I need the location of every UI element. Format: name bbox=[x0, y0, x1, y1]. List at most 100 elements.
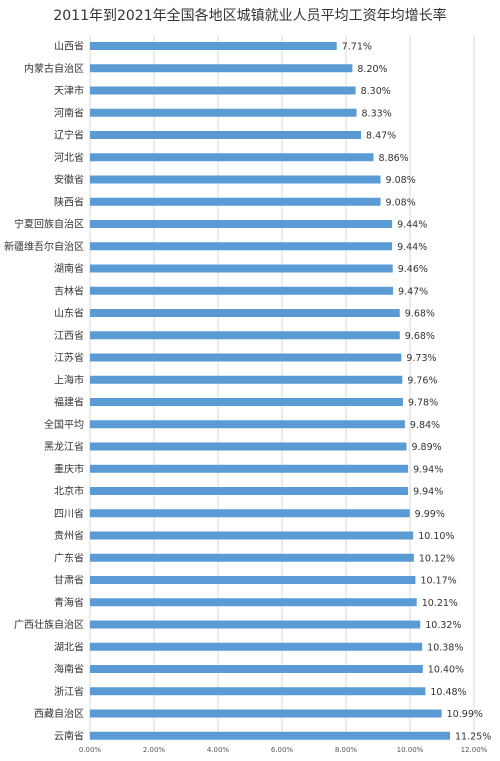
x-axis-ticks: 0.00% 2.00% 4.00% 6.00% 8.00% 10.00% 12.00% bbox=[79, 746, 488, 754]
category-label: 浙江省 bbox=[54, 685, 84, 698]
value-label: 9.76% bbox=[407, 375, 437, 386]
bar bbox=[90, 353, 402, 362]
value-label: 9.68% bbox=[405, 309, 435, 320]
value-label: 8.33% bbox=[362, 108, 392, 119]
category-label: 云南省 bbox=[54, 729, 84, 742]
value-label: 11.25% bbox=[455, 731, 491, 742]
value-label: 10.48% bbox=[430, 687, 466, 698]
value-label: 9.89% bbox=[411, 442, 441, 453]
bar bbox=[90, 642, 423, 651]
bar bbox=[90, 64, 353, 73]
bar bbox=[90, 375, 403, 384]
bar bbox=[90, 309, 400, 317]
category-label: 山东省 bbox=[54, 307, 84, 320]
category-label: 广东省 bbox=[54, 551, 84, 564]
category-label: 河北省 bbox=[54, 151, 84, 164]
category-label: 内蒙古自治区 bbox=[24, 62, 84, 75]
bar bbox=[90, 264, 393, 273]
category-label: 山西省 bbox=[54, 40, 84, 53]
value-label: 9.99% bbox=[415, 509, 445, 520]
bar bbox=[90, 509, 410, 518]
category-labels: 山西省内蒙古自治区天津市河南省辽宁省河北省安徽省陕西省宁夏回族自治区新疆维吾尔自… bbox=[4, 40, 84, 743]
bar bbox=[90, 331, 400, 340]
value-label: 9.84% bbox=[410, 420, 440, 431]
category-label: 天津市 bbox=[54, 84, 84, 97]
category-label: 新疆维吾尔自治区 bbox=[4, 240, 84, 253]
value-label: 8.30% bbox=[361, 86, 391, 97]
bar bbox=[90, 131, 362, 139]
value-label: 10.99% bbox=[447, 709, 483, 720]
bar bbox=[90, 42, 337, 50]
value-label: 10.12% bbox=[419, 553, 455, 564]
value-label: 8.47% bbox=[366, 131, 396, 142]
value-label: 10.10% bbox=[418, 531, 454, 542]
bar bbox=[90, 709, 442, 718]
value-label: 10.17% bbox=[420, 576, 456, 587]
bar bbox=[90, 464, 409, 473]
bar bbox=[90, 687, 426, 696]
bar bbox=[90, 620, 421, 629]
value-label: 9.47% bbox=[398, 286, 428, 297]
value-label: 7.71% bbox=[342, 42, 372, 53]
value-label: 9.78% bbox=[408, 398, 438, 409]
bar bbox=[90, 487, 409, 495]
chart-title: 2011年到2021年全国各地区城镇就业人员平均工资年均增长率 bbox=[53, 7, 446, 24]
category-label: 海南省 bbox=[54, 663, 84, 676]
value-label: 10.38% bbox=[427, 642, 463, 653]
category-label: 江苏省 bbox=[54, 351, 84, 364]
category-label: 辽宁省 bbox=[54, 129, 84, 142]
category-label: 重庆市 bbox=[54, 462, 84, 475]
x-tick-label: 10.00% bbox=[397, 746, 424, 754]
category-label: 河南省 bbox=[54, 106, 84, 119]
value-label: 9.46% bbox=[398, 264, 428, 275]
category-label: 北京市 bbox=[54, 485, 84, 498]
bar bbox=[90, 420, 405, 429]
value-label: 9.44% bbox=[397, 242, 427, 253]
x-tick-label: 2.00% bbox=[143, 746, 166, 754]
bar bbox=[90, 731, 450, 740]
category-label: 贵州省 bbox=[54, 529, 84, 542]
category-label: 全国平均 bbox=[44, 418, 84, 431]
bar bbox=[90, 86, 356, 95]
value-label: 10.40% bbox=[428, 665, 464, 676]
value-label: 9.08% bbox=[386, 197, 416, 208]
bar bbox=[90, 665, 423, 673]
bar bbox=[90, 175, 381, 184]
category-label: 江西省 bbox=[54, 329, 84, 342]
bar bbox=[90, 153, 374, 162]
value-labels: 7.71% 8.20% 8.30% 8.33% 8.47% 8.86% 9.08% 9.08%… bbox=[342, 42, 492, 743]
bar bbox=[90, 576, 416, 584]
category-label: 陕西省 bbox=[54, 195, 84, 208]
category-label: 安徽省 bbox=[54, 173, 84, 186]
bar bbox=[90, 598, 417, 607]
value-label: 9.94% bbox=[413, 487, 443, 498]
category-label: 四川省 bbox=[54, 507, 84, 520]
value-label: 9.44% bbox=[397, 220, 427, 231]
x-tick-label: 6.00% bbox=[271, 746, 294, 754]
category-label: 湖南省 bbox=[54, 262, 84, 275]
category-label: 广西壮族自治区 bbox=[14, 618, 84, 631]
value-label: 10.32% bbox=[425, 620, 461, 631]
bar bbox=[90, 531, 414, 540]
bars bbox=[90, 42, 450, 740]
x-tick-label: 0.00% bbox=[79, 746, 102, 754]
x-tick-label: 12.00% bbox=[461, 746, 488, 754]
value-label: 9.68% bbox=[405, 331, 435, 342]
bar bbox=[90, 220, 393, 228]
category-label: 西藏自治区 bbox=[34, 707, 84, 720]
category-label: 黑龙江省 bbox=[44, 440, 84, 453]
category-label: 青海省 bbox=[54, 596, 84, 609]
value-label: 9.73% bbox=[406, 353, 436, 364]
bar bbox=[90, 553, 414, 562]
bar bbox=[90, 442, 407, 451]
value-label: 8.20% bbox=[357, 64, 387, 75]
x-tick-label: 4.00% bbox=[207, 746, 230, 754]
value-label: 9.94% bbox=[413, 464, 443, 475]
category-label: 甘肃省 bbox=[54, 574, 84, 587]
value-label: 10.21% bbox=[422, 598, 458, 609]
bar bbox=[90, 398, 403, 406]
bar bbox=[90, 197, 381, 206]
category-label: 吉林省 bbox=[54, 284, 84, 297]
bar bbox=[90, 242, 393, 251]
